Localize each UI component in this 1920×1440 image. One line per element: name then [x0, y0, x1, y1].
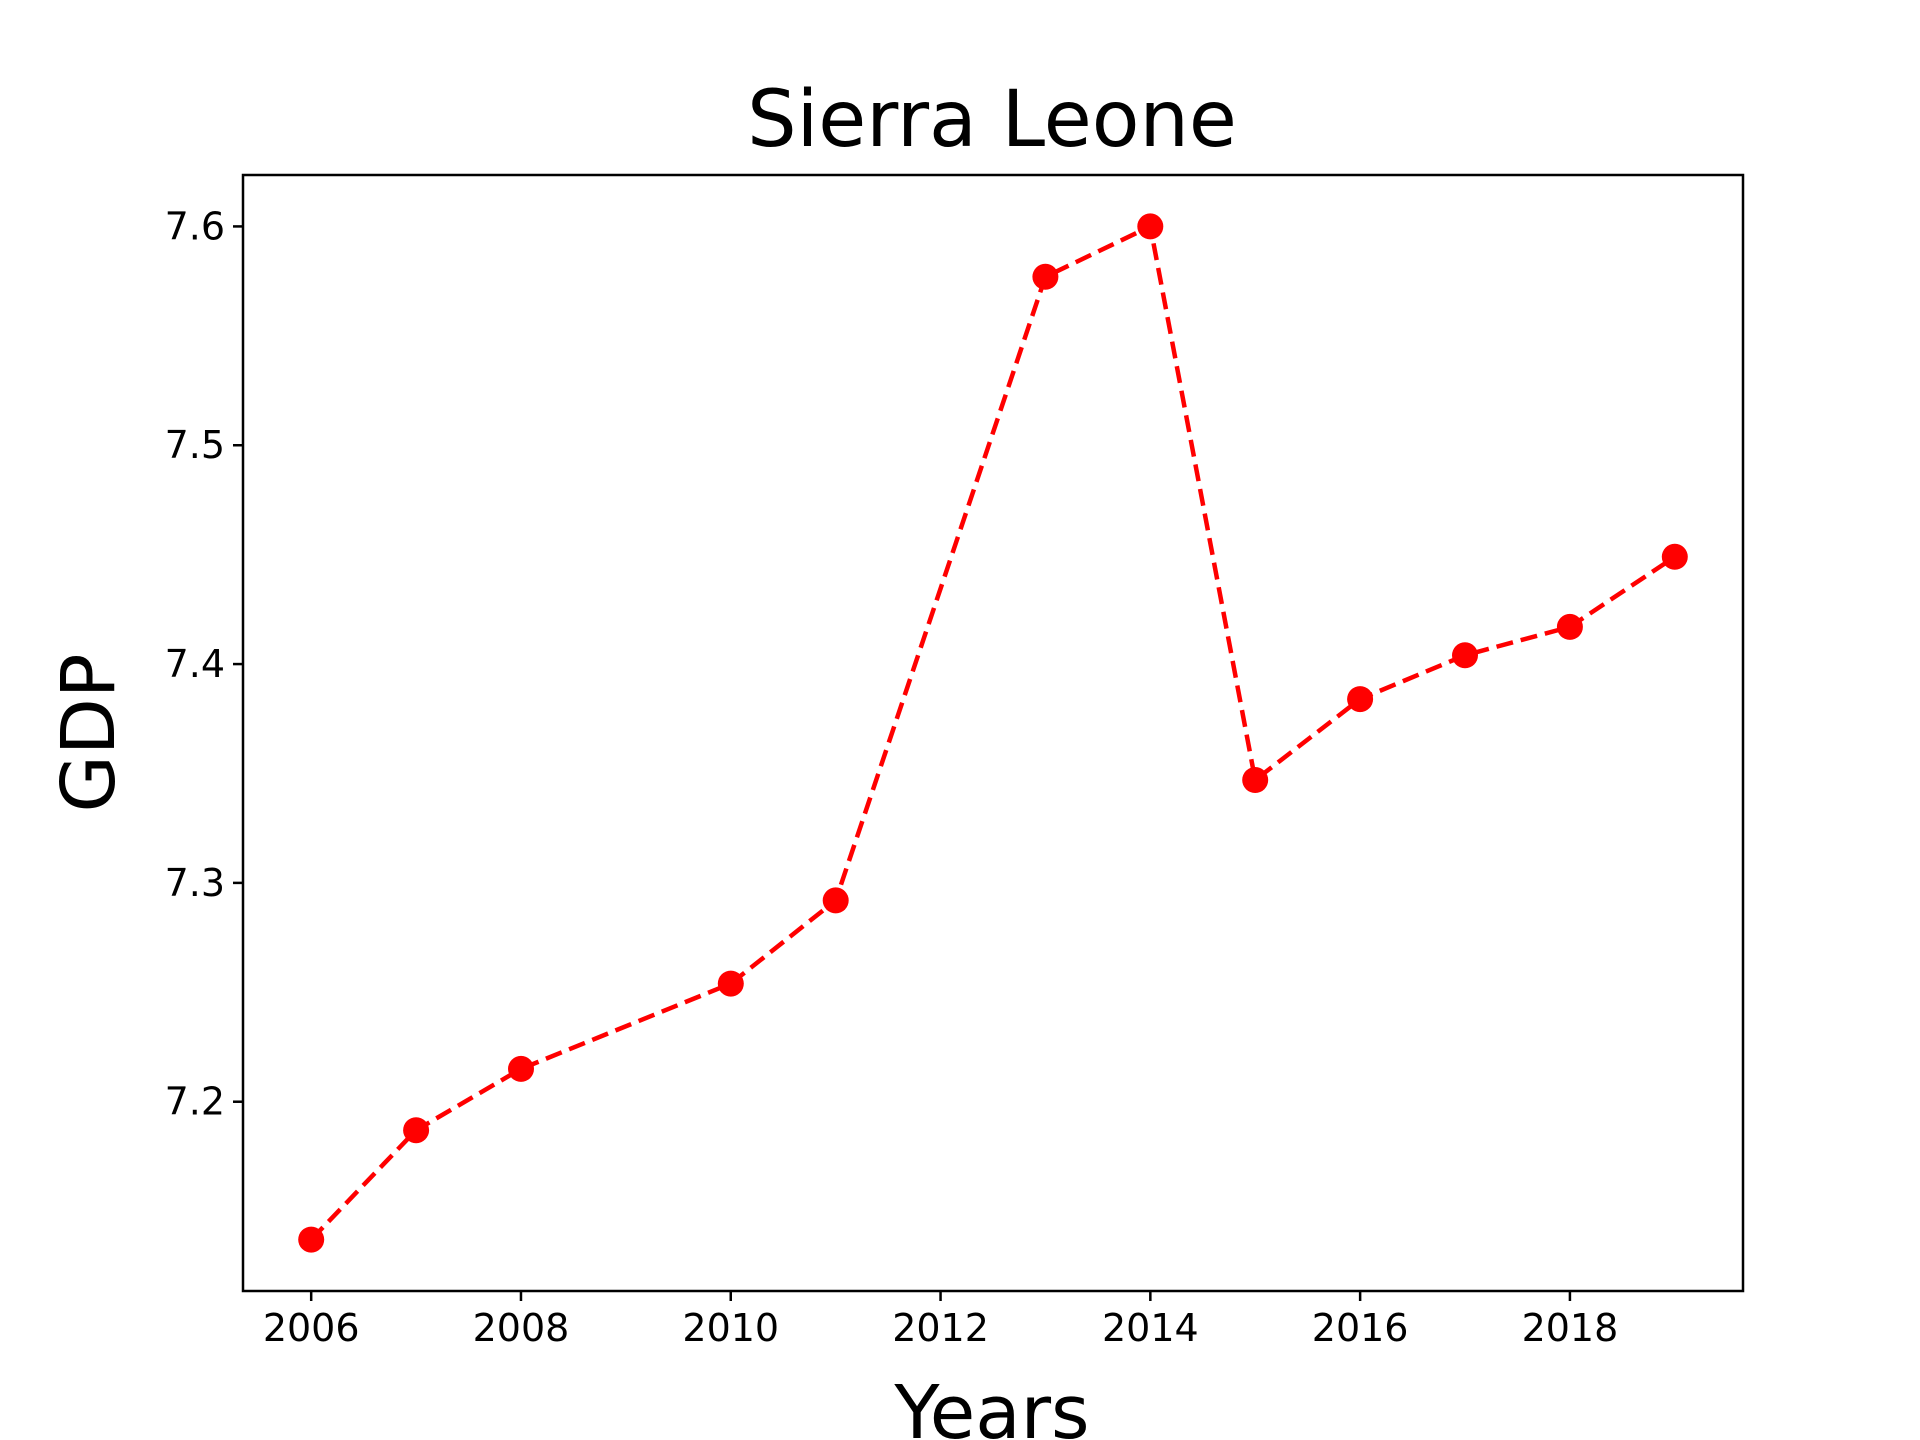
x-tick-label: 2012 [892, 1306, 989, 1350]
x-tick-label: 2016 [1312, 1306, 1409, 1350]
data-point [1452, 642, 1478, 669]
data-point [1661, 543, 1688, 570]
data-point [822, 887, 849, 914]
x-tick-label: 2008 [473, 1306, 570, 1350]
x-tick-label: 2006 [263, 1306, 360, 1350]
plot-area [241, 173, 1745, 1293]
data-point [1347, 686, 1374, 713]
series-line [309, 224, 1677, 1242]
data-point [1242, 767, 1269, 793]
data-point [1556, 613, 1583, 640]
x-axis-ticks: 2006 2008 2010 2012 2014 2016 2018 [263, 1291, 1618, 1350]
x-tick-label: 2010 [682, 1306, 779, 1350]
data-point [298, 1226, 325, 1253]
y-axis-ticks: 7.2 7.3 7.4 7.5 7.6 [165, 204, 243, 1124]
data-point [508, 1055, 534, 1082]
data-point [1137, 213, 1164, 240]
y-tick-label: 7.2 [165, 1080, 225, 1124]
chart-title: Sierra Leone [747, 75, 1237, 165]
data-point [1032, 263, 1059, 290]
y-tick-label: 7.5 [165, 423, 225, 467]
y-tick-label: 7.4 [165, 642, 225, 686]
axes-frame [241, 173, 1745, 1293]
y-axis-label: GDP [46, 654, 132, 813]
x-tick-label: 2014 [1102, 1306, 1199, 1350]
y-tick-label: 7.3 [165, 861, 225, 905]
x-axis-label: Years [893, 1370, 1089, 1440]
x-tick-label: 2018 [1522, 1306, 1619, 1350]
y-tick-label: 7.6 [165, 204, 225, 248]
series-layer [298, 213, 1688, 1253]
data-point [403, 1117, 430, 1144]
data-point [717, 970, 744, 997]
